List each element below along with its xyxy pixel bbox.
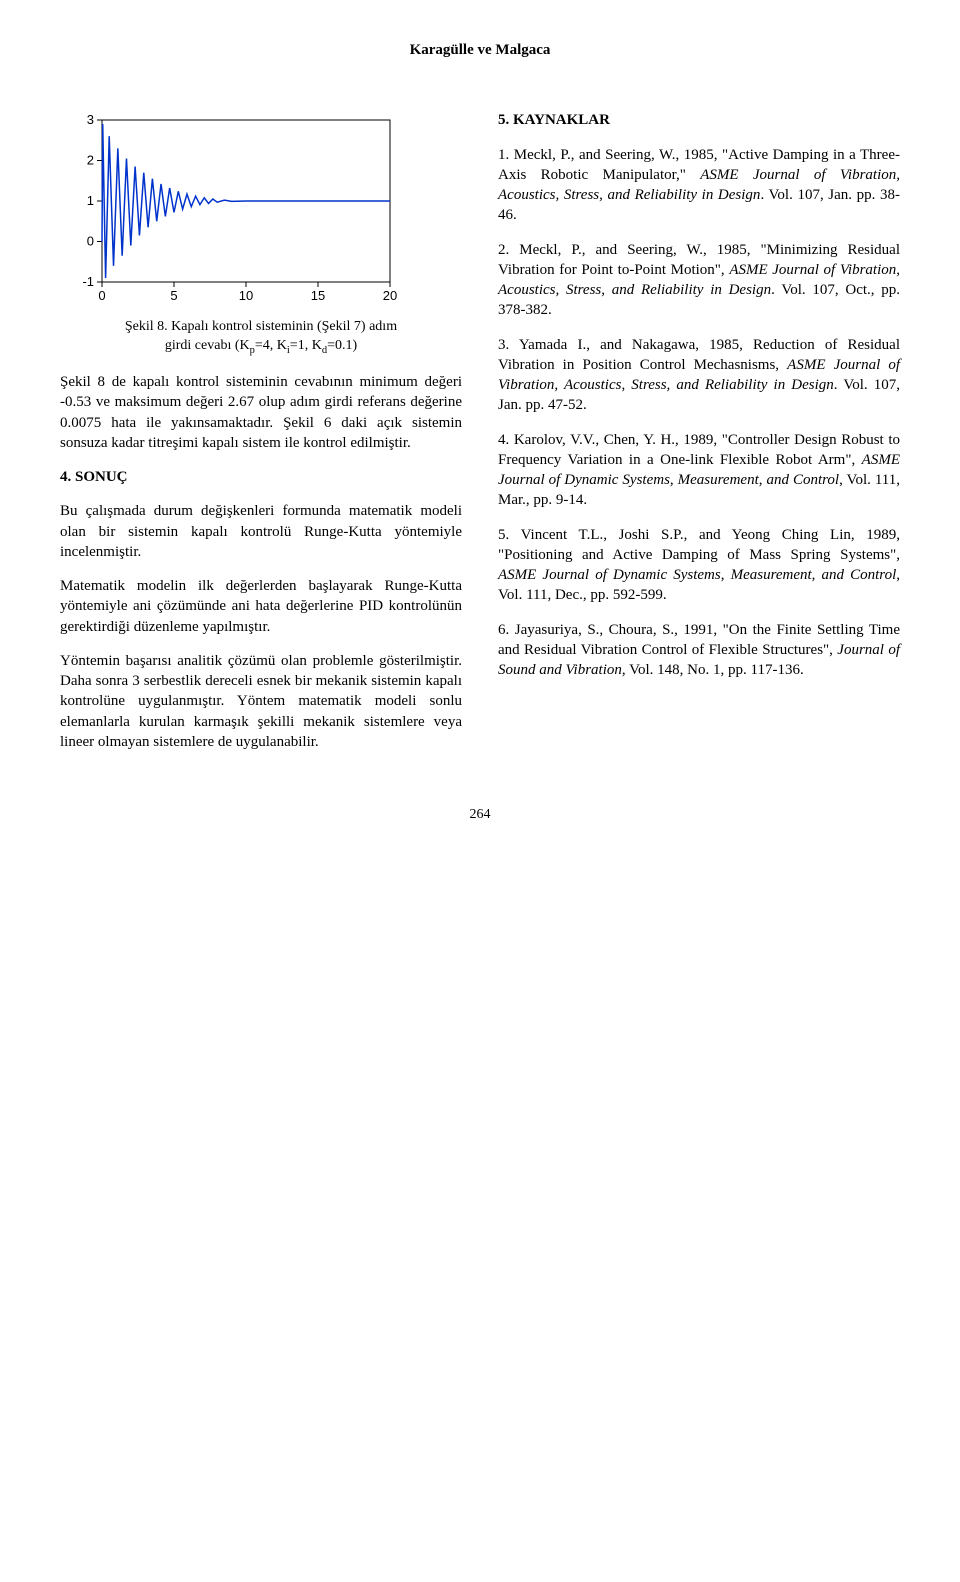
references-list: 1. Meckl, P., and Seering, W., 1985, "Ac… <box>498 145 900 681</box>
svg-text:-1: -1 <box>82 274 94 289</box>
section-5-title: 5. KAYNAKLAR <box>498 110 900 130</box>
figure-8-chart: 0 5 10 15 20 -1 0 1 2 3 <box>60 110 462 310</box>
svg-text:5: 5 <box>170 288 177 303</box>
conclusion-p1: Bu çalışmada durum değişkenleri formunda… <box>60 501 462 562</box>
figure-caption: Şekil 8. Kapalı kontrol sisteminin (Şeki… <box>60 318 462 358</box>
response-plot: 0 5 10 15 20 -1 0 1 2 3 <box>60 110 400 310</box>
reference-2: 2. Meckl, P., and Seering, W., 1985, "Mi… <box>498 240 900 321</box>
reference-5: 5. Vincent T.L., Joshi S.P., and Yeong C… <box>498 525 900 606</box>
figcaption-line-2: girdi cevabı (Kp=4, Ki=1, Kd=0.1) <box>165 338 357 353</box>
reference-1: 1. Meckl, P., and Seering, W., 1985, "Ac… <box>498 145 900 226</box>
conclusion-p2: Matematik modelin ilk değerlerden başlay… <box>60 576 462 637</box>
ref-post: , Vol. 148, No. 1, pp. 117-136. <box>622 662 804 678</box>
svg-text:1: 1 <box>87 193 94 208</box>
svg-text:3: 3 <box>87 112 94 127</box>
page-number: 264 <box>60 806 900 825</box>
reference-6: 6. Jayasuriya, S., Choura, S., 1991, "On… <box>498 620 900 681</box>
reference-3: 3. Yamada I., and Nakagawa, 1985, Reduct… <box>498 335 900 416</box>
svg-text:10: 10 <box>239 288 253 303</box>
two-column-layout: 0 5 10 15 20 -1 0 1 2 3 Şekil 8. Kapalı kontrol s… <box>60 110 900 766</box>
svg-text:20: 20 <box>383 288 397 303</box>
conclusion-p3: Yöntemin başarısı analitik çözümü olan p… <box>60 651 462 752</box>
svg-text:2: 2 <box>87 153 94 168</box>
left-column: 0 5 10 15 20 -1 0 1 2 3 Şekil 8. Kapalı kontrol s… <box>60 110 462 766</box>
right-column: 5. KAYNAKLAR 1. Meckl, P., and Seering, … <box>498 110 900 766</box>
svg-text:0: 0 <box>87 234 94 249</box>
page-header: Karagülle ve Malgaca <box>60 40 900 60</box>
section-4-title: 4. SONUÇ <box>60 467 462 487</box>
ref-journal: ASME Journal of Dynamic Systems, Measure… <box>498 567 896 583</box>
reference-4: 4. Karolov, V.V., Chen, Y. H., 1989, "Co… <box>498 430 900 511</box>
paragraph-results: Şekil 8 de kapalı kontrol sisteminin cev… <box>60 372 462 453</box>
ref-pre: 4. Karolov, V.V., Chen, Y. H., 1989, "Co… <box>498 432 900 468</box>
svg-text:0: 0 <box>98 288 105 303</box>
figcaption-line-1: Şekil 8. Kapalı kontrol sisteminin (Şeki… <box>125 319 397 334</box>
ref-pre: 5. Vincent T.L., Joshi S.P., and Yeong C… <box>498 527 900 563</box>
svg-text:15: 15 <box>311 288 325 303</box>
